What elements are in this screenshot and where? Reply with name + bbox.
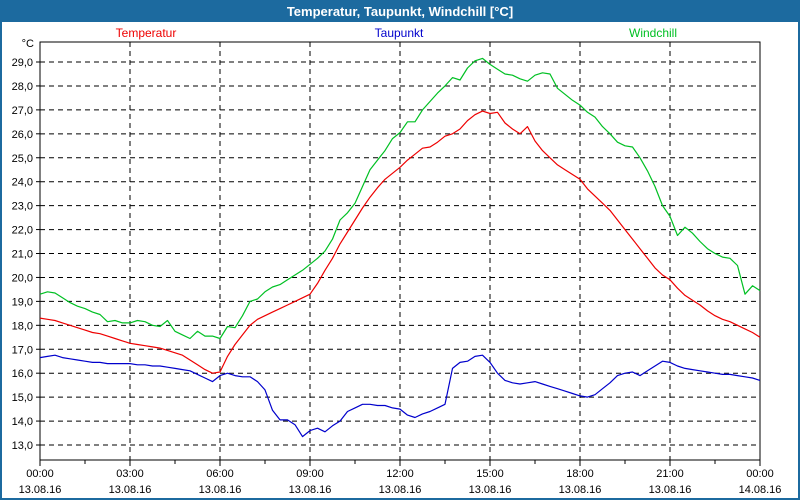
- svg-text:13.08.16: 13.08.16: [199, 484, 242, 496]
- svg-text:15,0: 15,0: [12, 392, 33, 404]
- y-axis-unit-label: °C: [21, 38, 34, 50]
- svg-text:13.08.16: 13.08.16: [379, 484, 422, 496]
- svg-text:27,0: 27,0: [12, 105, 33, 117]
- svg-text:18,0: 18,0: [12, 320, 33, 332]
- series-taupunkt: [39, 354, 761, 438]
- legend-item-taupunkt: Taupunkt: [374, 26, 424, 40]
- svg-text:13.08.16: 13.08.16: [649, 484, 692, 496]
- svg-text:16,0: 16,0: [12, 368, 33, 380]
- svg-text:21:00: 21:00: [656, 468, 684, 480]
- svg-text:13.08.16: 13.08.16: [19, 484, 62, 496]
- svg-text:06:00: 06:00: [206, 468, 234, 480]
- series-windchill: [39, 57, 761, 340]
- svg-text:00:00: 00:00: [26, 468, 54, 480]
- svg-text:22,0: 22,0: [12, 225, 33, 237]
- svg-text:13.08.16: 13.08.16: [289, 484, 332, 496]
- svg-text:03:00: 03:00: [116, 468, 144, 480]
- svg-text:23,0: 23,0: [12, 201, 33, 213]
- legend: Temperatur Taupunkt Windchill: [2, 26, 798, 42]
- svg-text:00:00: 00:00: [746, 468, 774, 480]
- svg-text:29,0: 29,0: [12, 57, 33, 69]
- svg-text:26,0: 26,0: [12, 129, 33, 141]
- svg-text:13.08.16: 13.08.16: [559, 484, 602, 496]
- svg-text:12:00: 12:00: [386, 468, 414, 480]
- svg-text:13.08.16: 13.08.16: [109, 484, 152, 496]
- svg-text:24,0: 24,0: [12, 177, 33, 189]
- legend-item-windchill: Windchill: [628, 26, 678, 40]
- svg-text:13.08.16: 13.08.16: [469, 484, 512, 496]
- series-temperatur: [39, 110, 761, 374]
- svg-text:21,0: 21,0: [12, 249, 33, 261]
- gridlines: [40, 42, 760, 460]
- svg-text:17,0: 17,0: [12, 344, 33, 356]
- svg-text:28,0: 28,0: [12, 81, 33, 93]
- svg-text:14,0: 14,0: [12, 416, 33, 428]
- title-bar[interactable]: Temperatur, Taupunkt, Windchill [°C]: [2, 2, 798, 22]
- y-axis-tick-labels: 29,0 28,0 27,0 26,0 25,0 24,0 23,0 22,0 21,0 20,0…: [12, 57, 33, 452]
- svg-text:20,0: 20,0: [12, 272, 33, 284]
- axis-ticks: [36, 61, 761, 466]
- svg-text:14.08.16: 14.08.16: [739, 484, 782, 496]
- svg-text:19,0: 19,0: [12, 296, 33, 308]
- window-title: Temperatur, Taupunkt, Windchill [°C]: [286, 4, 514, 19]
- svg-text:18:00: 18:00: [566, 468, 594, 480]
- x-axis-tick-labels: 00:00 13.08.16 03:00 13.08.16 06:00 13.08.16 0…: [19, 468, 782, 496]
- svg-text:25,0: 25,0: [12, 153, 33, 165]
- legend-item-temperatur: Temperatur: [115, 26, 177, 40]
- svg-text:13,0: 13,0: [12, 440, 33, 452]
- svg-text:15:00: 15:00: [476, 468, 504, 480]
- svg-text:09:00: 09:00: [296, 468, 324, 480]
